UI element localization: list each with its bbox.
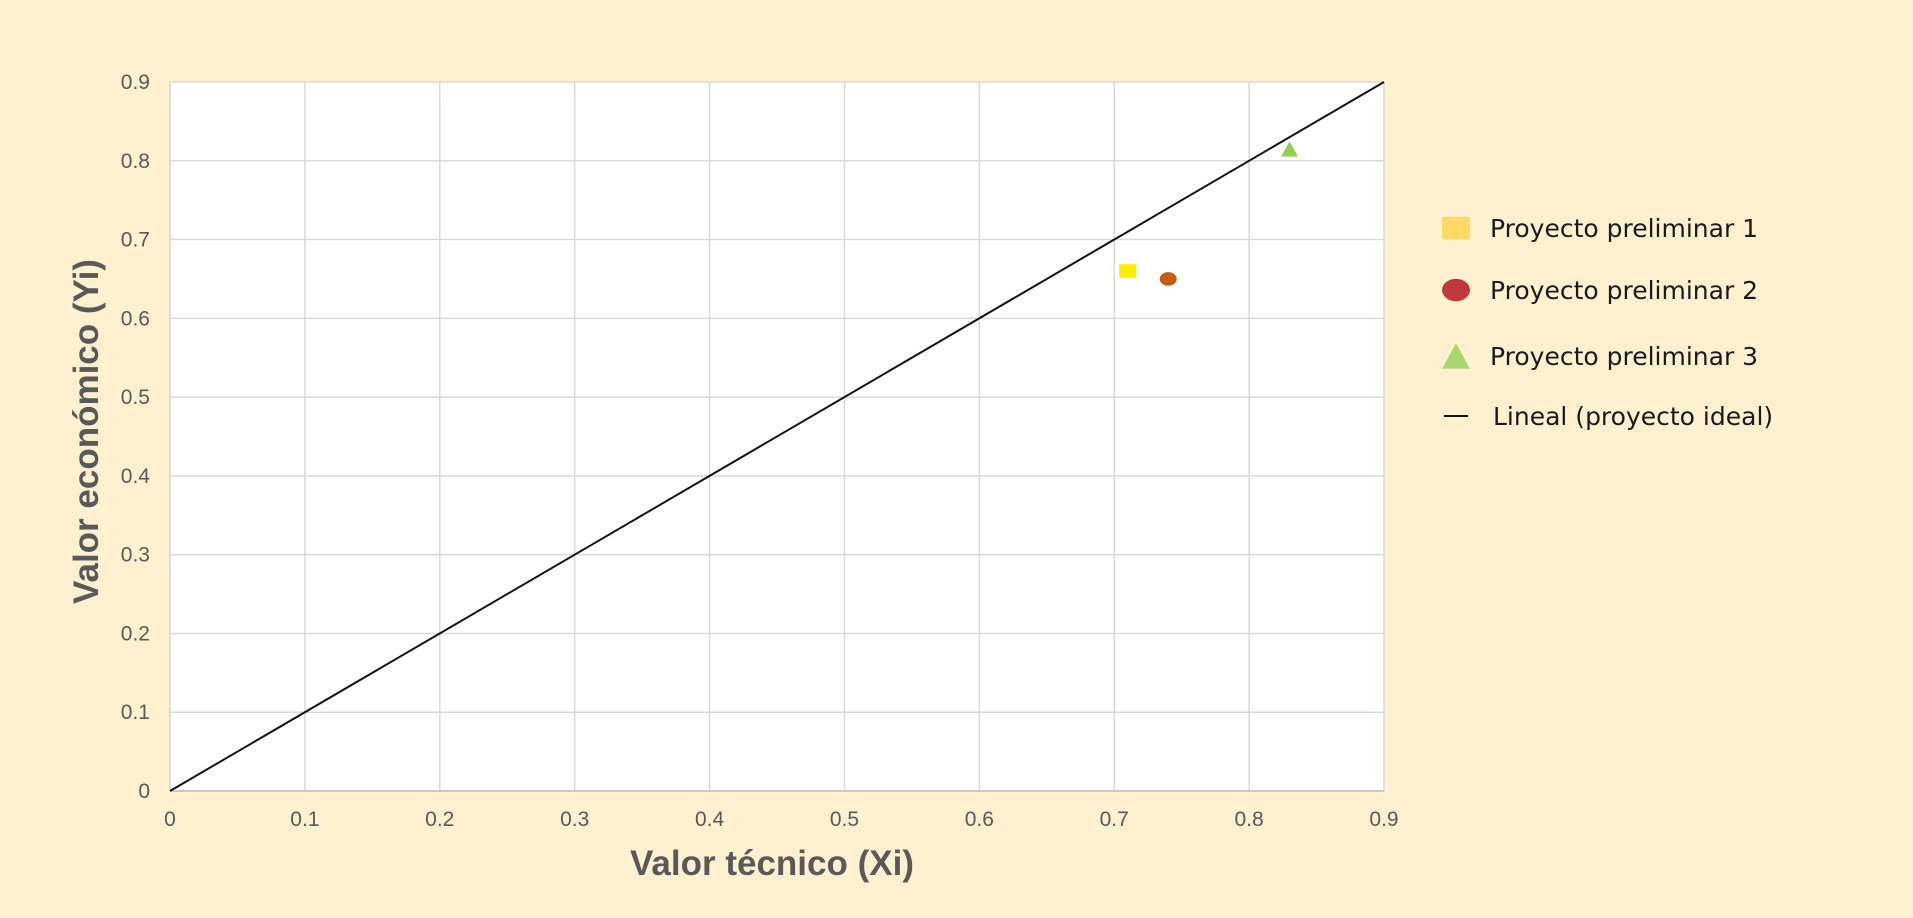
x-tick-label: 0.9 — [1369, 808, 1398, 831]
x-tick-label: 0.1 — [290, 808, 319, 831]
legend-label-series-1: Proyecto preliminar 1 — [1490, 214, 1758, 243]
legend-label-trendline: Lineal (proyecto ideal) — [1493, 402, 1773, 431]
data-point-series-2 — [1159, 272, 1177, 286]
legend-marker-series-1 — [1442, 216, 1470, 240]
x-tick-label: 0.4 — [695, 808, 725, 831]
x-tick-label: 0 — [164, 808, 176, 831]
y-tick-label: 0.1 — [121, 701, 150, 724]
legend-label-series-2: Proyecto preliminar 2 — [1490, 276, 1758, 305]
y-tick-label: 0.8 — [121, 150, 150, 173]
trendline — [169, 81, 1385, 792]
y-tick-label: 0.3 — [121, 544, 150, 567]
y-tick-label: 0.7 — [121, 229, 150, 252]
y-tick-label: 0.4 — [121, 465, 151, 488]
x-tick-label: 0.8 — [1235, 808, 1264, 831]
y-tick-label: 0.5 — [121, 386, 150, 409]
data-point-series-1 — [1119, 264, 1137, 278]
y-tick-labels: 0 0.1 0.2 0.3 0.4 0.5 0.6 0.7 0.8 0.9 — [121, 71, 151, 803]
y-tick-label: 0 — [138, 780, 150, 803]
y-axis-title: Valor económico (Yi) — [67, 259, 106, 604]
y-tick-label: 0.6 — [121, 307, 150, 330]
data-point-series-3 — [1281, 141, 1299, 157]
x-tick-label: 0.6 — [965, 808, 994, 831]
x-tick-label: 0.7 — [1100, 808, 1129, 831]
legend-label-series-3: Proyecto preliminar 3 — [1490, 342, 1758, 371]
trendline-layer — [169, 81, 1385, 792]
legend: Proyecto preliminar 1 Proyecto preliminar… — [1442, 214, 1773, 431]
y-tick-label: 0.2 — [121, 622, 150, 645]
x-axis-title: Valor técnico (Xi) — [630, 844, 914, 883]
legend-marker-series-3 — [1442, 343, 1470, 369]
x-tick-label: 0.5 — [830, 808, 859, 831]
x-tick-label: 0.2 — [425, 808, 454, 831]
y-tick-label: 0.9 — [121, 71, 150, 94]
axes — [169, 82, 1384, 792]
legend-marker-series-2 — [1442, 278, 1470, 302]
x-tick-labels: 0 0.1 0.2 0.3 0.4 0.5 0.6 0.7 0.8 0.9 — [164, 808, 1398, 831]
data-points — [1119, 141, 1299, 286]
x-tick-label: 0.3 — [560, 808, 589, 831]
